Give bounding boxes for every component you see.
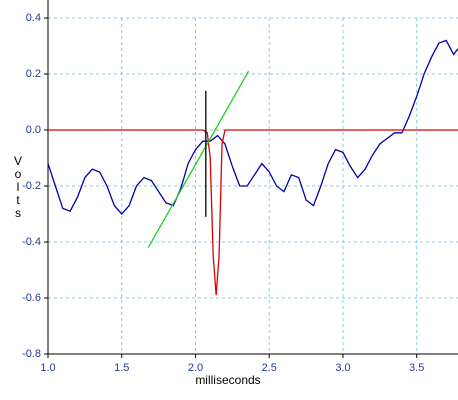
trace bbox=[47, 39, 458, 215]
y-tick-label: -0.4 bbox=[22, 236, 41, 248]
x-tick-label: 2.5 bbox=[262, 362, 277, 374]
y-tick-label: -0.6 bbox=[22, 292, 41, 304]
x-tick-label: 2.0 bbox=[188, 362, 203, 374]
y-tick-label: 0.0 bbox=[26, 124, 41, 136]
x-tick-label: 3.5 bbox=[409, 362, 424, 374]
x-tick-label: 1.5 bbox=[114, 362, 129, 374]
x-axis-label: milliseconds bbox=[195, 373, 260, 387]
trace bbox=[48, 129, 458, 296]
y-tick-label: 0.4 bbox=[26, 12, 41, 24]
y-tick-label: -0.2 bbox=[22, 180, 41, 192]
x-tick-label: 3.0 bbox=[335, 362, 350, 374]
y-tick-label: -0.8 bbox=[22, 348, 41, 360]
trace bbox=[147, 70, 250, 248]
x-tick-label: 1.0 bbox=[40, 362, 55, 374]
y-tick-label: 0.2 bbox=[26, 68, 41, 80]
